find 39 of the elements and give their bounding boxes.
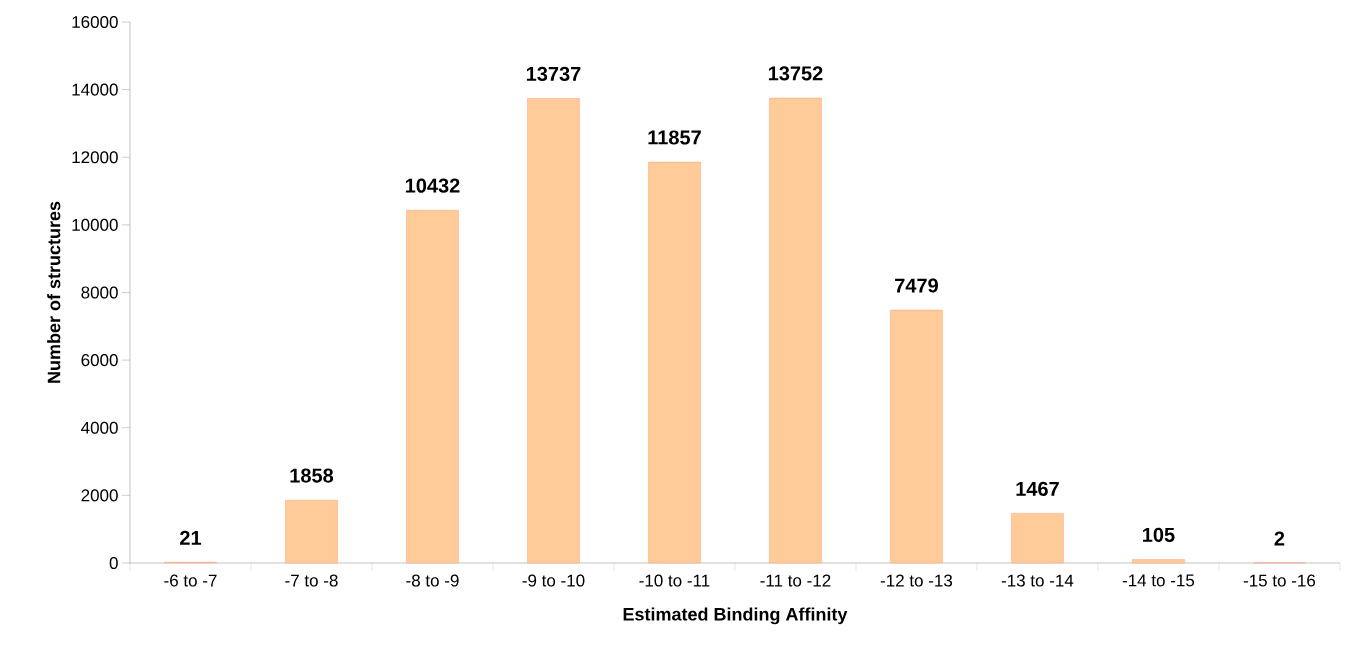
bar: [1132, 559, 1185, 564]
x-tick-label: -8 to -9: [406, 574, 459, 587]
x-tick-label: -7 to -8: [285, 574, 338, 587]
data-label: 1467: [1016, 481, 1059, 496]
data-label: 13737: [526, 66, 581, 81]
x-tick-label: -15 to -16: [1243, 574, 1316, 587]
data-label: 7479: [895, 278, 938, 293]
data-label: 2: [1274, 531, 1285, 546]
y-tick-label: 2000: [81, 489, 118, 502]
data-label: 1858: [290, 468, 334, 483]
y-tick-label: 10000: [72, 218, 118, 231]
x-tick-label: -13 to -14: [1001, 574, 1074, 587]
bar: [527, 98, 580, 564]
x-tick-label: -14 to -15: [1122, 574, 1195, 587]
bar: [890, 309, 943, 564]
x-axis-title: Estimated Binding Affinity: [623, 607, 848, 625]
x-tick-label: -12 to -13: [880, 574, 953, 587]
bar: [648, 161, 701, 564]
bar: [406, 210, 459, 564]
x-tick-label: -11 to -12: [760, 574, 831, 587]
y-tick-label: 0: [109, 556, 118, 570]
y-tick-label: 12000: [72, 151, 118, 164]
y-axis-title: Number of structures: [47, 201, 61, 383]
y-tick-label: 16000: [72, 15, 118, 29]
y-tick-label: 4000: [81, 421, 118, 434]
bar: [285, 499, 338, 564]
y-tick-label: 6000: [81, 354, 118, 367]
y-tick-label: 8000: [81, 286, 118, 299]
x-tick-label: -9 to -10: [522, 574, 585, 587]
data-label: 11857: [648, 130, 701, 145]
bar: [1011, 513, 1064, 564]
data-label: 21: [180, 530, 202, 545]
x-tick-label: -10 to -11: [639, 574, 710, 587]
y-tick-label: 14000: [72, 83, 118, 96]
x-tick-label: -6 to -7: [164, 574, 217, 587]
bar: [769, 97, 822, 564]
data-label: 105: [1143, 527, 1175, 542]
data-label: 13752: [768, 66, 823, 81]
data-label: 10432: [405, 178, 460, 193]
